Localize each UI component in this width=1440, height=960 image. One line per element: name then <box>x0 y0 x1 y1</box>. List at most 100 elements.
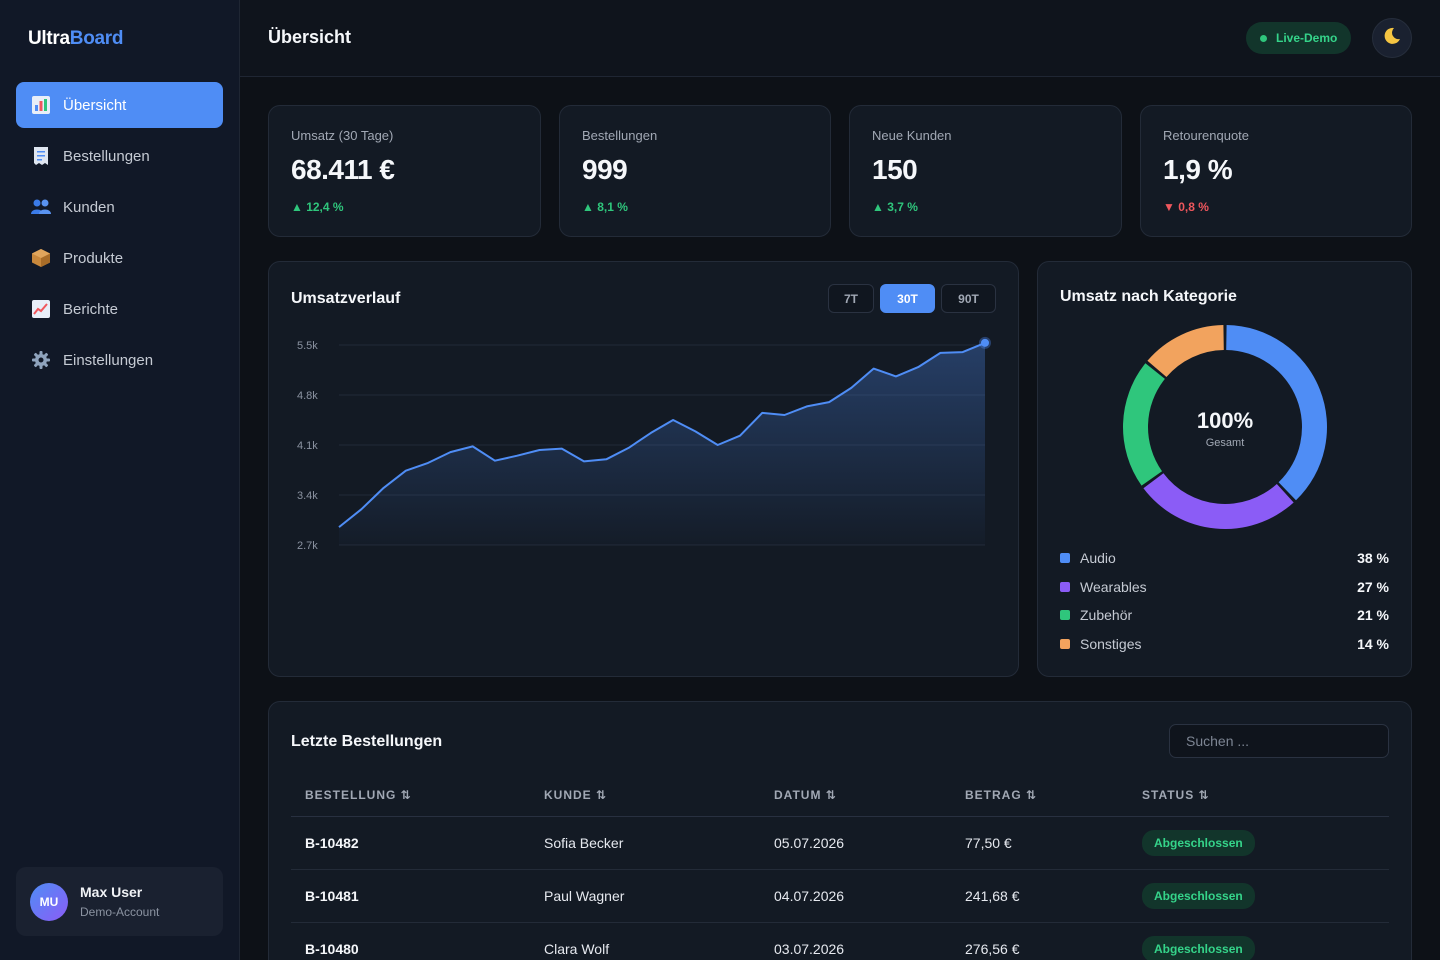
order-date: 03.07.2026 <box>760 922 951 960</box>
column-header-status[interactable]: STATUS ⇅ <box>1128 774 1389 817</box>
logo-text-ultra: Ultra <box>28 28 70 49</box>
table-row[interactable]: B-10480 Clara Wolf 03.07.2026 276,56 € A… <box>291 922 1389 960</box>
sidebar-item-label: Berichte <box>63 300 119 318</box>
column-header-order[interactable]: BESTELLUNG ⇅ <box>291 774 530 817</box>
kpi-label: Neue Kunden <box>872 128 952 143</box>
revenue-line <box>338 341 986 528</box>
column-header-date[interactable]: DATUM ⇅ <box>760 774 951 817</box>
legend-value: 27 % <box>1357 579 1389 595</box>
sidebar-item-uebersicht[interactable]: Übersicht <box>16 82 223 128</box>
receipt-icon <box>31 146 51 166</box>
order-amount: 241,68 € <box>951 869 1128 923</box>
y-tick-label: 5.5k <box>297 340 318 352</box>
last-point-marker[interactable] <box>981 338 989 347</box>
legend-label: Sonstiges <box>1080 636 1142 652</box>
search-input[interactable] <box>1169 724 1389 758</box>
kpi-card-return-rate: Retourenquote 1,9 % ▼ 0,8 % <box>1140 105 1412 237</box>
status-badge: Abgeschlossen <box>1142 829 1255 856</box>
sidebar: UltraBoard Übersicht Bestellungen Kunden <box>0 0 240 960</box>
order-customer: Clara Wolf <box>530 922 760 960</box>
kpi-label: Retourenquote <box>1163 128 1250 143</box>
user-role: Demo-Account <box>80 905 160 919</box>
page-title: Übersicht <box>268 27 352 47</box>
donut-slice-3[interactable] <box>1123 363 1165 486</box>
order-date: 05.07.2026 <box>760 816 951 870</box>
sidebar-item-einstellungen[interactable]: Einstellungen <box>16 337 223 383</box>
category-card-title: Umsatz nach Kategorie <box>1060 288 1237 305</box>
order-status-cell: Abgeschlossen <box>1128 869 1389 923</box>
kpi-value: 1,9 % <box>1163 154 1233 185</box>
theme-toggle-button[interactable] <box>1372 18 1412 58</box>
legend-swatch <box>1060 553 1070 563</box>
legend-item-sonstiges: Sonstiges 14 % <box>1060 634 1389 654</box>
range-button-30t[interactable]: 30T <box>880 284 935 313</box>
users-icon <box>31 197 51 217</box>
moon-icon <box>1383 27 1401 50</box>
live-demo-label: Live-Demo <box>1276 31 1338 45</box>
category-donut-chart <box>1123 325 1327 529</box>
kpi-label: Bestellungen <box>582 128 658 143</box>
kpi-value: 68.411 € <box>291 154 395 185</box>
order-status-cell: Abgeschlossen <box>1128 816 1389 870</box>
kpi-card-new-customers: Neue Kunden 150 ▲ 3,7 % <box>849 105 1122 237</box>
sidebar-item-kunden[interactable]: Kunden <box>16 184 223 230</box>
order-id: B-10482 <box>291 816 530 870</box>
order-date: 04.07.2026 <box>760 869 951 923</box>
legend-label: Wearables <box>1080 579 1147 595</box>
sidebar-item-label: Kunden <box>63 198 115 216</box>
y-tick-label: 3.4k <box>297 490 318 502</box>
logo-text-board: Board <box>69 28 124 49</box>
table-row[interactable]: B-10481 Paul Wagner 04.07.2026 241,68 € … <box>291 869 1389 923</box>
revenue-line-chart: 5.5k 4.8k 4.1k 3.4k 2.7k <box>297 336 991 552</box>
legend-label: Zubehör <box>1080 607 1133 623</box>
legend-item-wearables: Wearables 27 % <box>1060 577 1389 597</box>
donut-slice-2[interactable] <box>1143 473 1294 529</box>
package-icon <box>31 248 51 268</box>
order-id: B-10480 <box>291 922 530 960</box>
legend-value: 21 % <box>1357 607 1389 623</box>
donut-center-label: Gesamt <box>1205 437 1245 449</box>
sidebar-item-label: Produkte <box>63 249 124 267</box>
kpi-value: 999 <box>582 154 628 185</box>
trend-chart-icon <box>31 299 51 319</box>
range-button-90t[interactable]: 90T <box>941 284 996 313</box>
legend-swatch <box>1060 639 1070 649</box>
legend-label: Audio <box>1080 550 1116 566</box>
kpi-delta: ▼ 0,8 % <box>1163 200 1209 214</box>
donut-slice-4[interactable] <box>1147 325 1224 377</box>
order-amount: 77,50 € <box>951 816 1128 870</box>
sidebar-item-berichte[interactable]: Berichte <box>16 286 223 332</box>
status-dot-icon <box>1260 34 1267 42</box>
column-header-amount[interactable]: BETRAG ⇅ <box>951 774 1128 817</box>
kpi-delta: ▲ 12,4 % <box>291 200 344 214</box>
status-badge: Abgeschlossen <box>1142 935 1255 960</box>
donut-slice-1[interactable] <box>1226 325 1327 501</box>
avatar: MU <box>30 882 68 921</box>
topbar: Übersicht Live-Demo <box>240 0 1440 77</box>
app-logo[interactable]: UltraBoard <box>28 28 124 50</box>
kpi-delta: ▲ 3,7 % <box>872 200 918 214</box>
live-demo-badge: Live-Demo <box>1246 22 1352 54</box>
recent-orders-title: Letzte Bestellungen <box>291 733 443 750</box>
legend-value: 38 % <box>1357 550 1389 566</box>
range-button-7t[interactable]: 7T <box>828 284 874 313</box>
main-content: Übersicht Live-Demo Umsatz (30 Tage) 68.… <box>240 0 1440 960</box>
sidebar-nav: Übersicht Bestellungen Kunden Produkte <box>16 82 223 388</box>
order-amount: 276,56 € <box>951 922 1128 960</box>
legend-item-audio: Audio 38 % <box>1060 548 1389 568</box>
user-card[interactable]: MU Max User Demo-Account <box>16 867 223 936</box>
order-status-cell: Abgeschlossen <box>1128 922 1389 960</box>
sidebar-item-label: Bestellungen <box>63 147 150 165</box>
legend-value: 14 % <box>1357 636 1389 652</box>
kpi-delta: ▲ 8,1 % <box>582 200 628 214</box>
sidebar-item-produkte[interactable]: Produkte <box>16 235 223 281</box>
kpi-card-orders: Bestellungen 999 ▲ 8,1 % <box>559 105 831 237</box>
column-header-customer[interactable]: KUNDE ⇅ <box>530 774 760 817</box>
y-tick-label: 4.8k <box>297 390 318 402</box>
table-row[interactable]: B-10482 Sofia Becker 05.07.2026 77,50 € … <box>291 816 1389 870</box>
sidebar-item-label: Übersicht <box>63 96 127 114</box>
orders-table: BESTELLUNG ⇅ KUNDE ⇅ DATUM ⇅ BETRAG ⇅ ST… <box>291 774 1389 960</box>
revenue-area-fill <box>339 342 985 545</box>
sidebar-item-bestellungen[interactable]: Bestellungen <box>16 133 223 179</box>
kpi-value: 150 <box>872 154 918 185</box>
